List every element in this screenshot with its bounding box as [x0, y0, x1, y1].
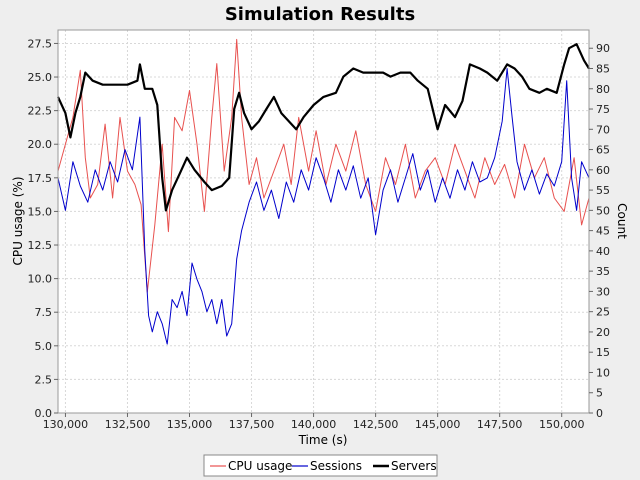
y-axis-right: 0 5 10 15 20 25 30 35 40 45 50 55 60 65 70 75 80 85 90	[589, 42, 610, 420]
y-left-tick-label: 12.5	[28, 239, 53, 252]
y-left-tick-label: 10.0	[28, 273, 53, 286]
x-tick-label: 150,000	[539, 418, 585, 431]
y-left-tick-label: 5.0	[35, 340, 53, 353]
y-left-tick-label: 15.0	[28, 205, 53, 218]
y-left-tick-label: 17.5	[28, 172, 53, 185]
y-right-tick-label: 90	[596, 42, 610, 55]
x-axis-label: Time (s)	[298, 433, 348, 447]
legend: CPU usage Sessions Servers	[203, 454, 438, 477]
x-tick-label: 140,000	[291, 418, 337, 431]
legend-label-sessions: Sessions	[310, 459, 362, 473]
x-tick-label: 142,500	[353, 418, 399, 431]
y-right-tick-label: 0	[596, 407, 603, 420]
x-tick-label: 130,000	[43, 418, 89, 431]
series-line-cpu-usage	[57, 38, 590, 293]
y-right-tick-label: 35	[596, 265, 610, 278]
y-right-tick-label: 30	[596, 285, 610, 298]
y-right-tick-label: 60	[596, 164, 610, 177]
x-tick-label: 147,500	[477, 418, 523, 431]
y-right-tick-label: 10	[596, 366, 610, 379]
y-right-tick-label: 75	[596, 103, 610, 116]
y-right-tick-label: 45	[596, 225, 610, 238]
legend-label-servers: Servers	[391, 459, 437, 473]
y-right-tick-label: 70	[596, 123, 610, 136]
x-tick-label: 135,000	[167, 418, 213, 431]
y-right-tick-label: 15	[596, 346, 610, 359]
y-left-tick-label: 22.5	[28, 105, 53, 118]
series-line-servers	[56, 43, 590, 212]
y-right-tick-label: 85	[596, 63, 610, 76]
y-left-tick-label: 25.0	[28, 71, 53, 84]
legend-box	[203, 454, 438, 477]
series-line-sessions	[57, 68, 590, 345]
y-left-tick-label: 7.5	[35, 306, 53, 319]
y-left-tick-label: 2.5	[35, 373, 53, 386]
y-right-tick-label: 20	[596, 326, 610, 339]
y-axis-left: 0.0 2.5 5.0 7.5 10.0 12.5 15.0 17.5 20.0 22.5 25.0…	[28, 37, 58, 420]
series-layer	[56, 38, 590, 345]
chart-title: Simulation Results	[225, 4, 415, 25]
x-tick-label: 137,500	[229, 418, 275, 431]
x-tick-label: 132,500	[105, 418, 151, 431]
y-right-tick-label: 5	[596, 387, 603, 400]
plot-frame	[57, 29, 590, 414]
x-tick-label: 145,000	[415, 418, 461, 431]
y-right-tick-label: 40	[596, 245, 610, 258]
y-right-tick-label: 80	[596, 83, 610, 96]
y-left-tick-label: 20.0	[28, 138, 53, 151]
y-axis-left-label: CPU usage (%)	[11, 176, 25, 265]
y-right-tick-label: 50	[596, 204, 610, 217]
y-left-tick-label: 0.0	[35, 407, 53, 420]
y-axis-right-label: Count	[615, 203, 629, 239]
y-right-tick-label: 65	[596, 144, 610, 157]
y-left-tick-label: 27.5	[28, 37, 53, 50]
legend-label-cpu-usage: CPU usage	[228, 459, 292, 473]
plot-area	[58, 30, 589, 413]
y-right-tick-label: 55	[596, 184, 610, 197]
y-right-tick-label: 25	[596, 306, 610, 319]
x-axis: 130,000 132,500 135,000 137,500 140,000 142,5…	[43, 413, 585, 431]
